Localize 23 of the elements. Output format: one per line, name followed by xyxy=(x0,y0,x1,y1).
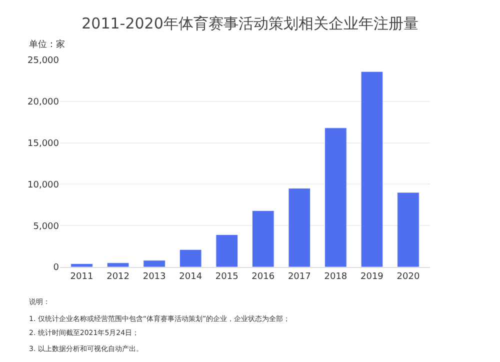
x-tick-label: 2015 xyxy=(215,272,238,282)
y-tick-label: 20,000 xyxy=(28,98,60,108)
x-tick-label: 2012 xyxy=(106,272,130,282)
y-tick-label: 25,000 xyxy=(28,56,60,66)
bar xyxy=(216,234,238,267)
x-tick-label: 2013 xyxy=(142,272,166,282)
bar xyxy=(179,249,202,267)
x-tick-label: 2020 xyxy=(396,272,420,282)
x-tick-label: 2018 xyxy=(324,272,348,282)
x-tick-label: 2016 xyxy=(252,272,275,282)
y-tick-label: 5,000 xyxy=(33,222,60,232)
chart-title: 2011-2020年体育赛事活动策划相关企业年注册量 xyxy=(82,14,418,33)
x-tick-label: 2019 xyxy=(360,272,384,282)
y-axis-title: 单位：家 xyxy=(29,39,65,50)
bar xyxy=(143,260,166,267)
bar xyxy=(106,262,130,267)
bar xyxy=(70,263,93,267)
y-tick-label: 10,000 xyxy=(28,180,60,190)
y-tick-label: 15,000 xyxy=(28,138,60,149)
x-tick-label: 2011 xyxy=(70,272,94,282)
y-tick-label: 0 xyxy=(53,263,60,274)
x-tick-label: 2014 xyxy=(179,272,202,282)
x-tick-label: 2017 xyxy=(288,272,311,282)
